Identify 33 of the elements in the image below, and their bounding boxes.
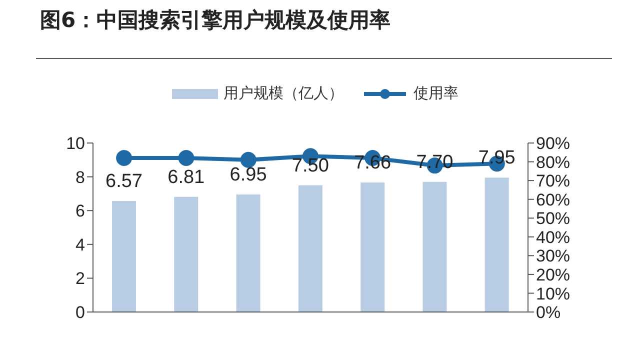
- data-label: 6.81: [168, 166, 205, 188]
- point: [178, 150, 194, 166]
- legend-label: 用户规模（亿人）: [222, 84, 344, 103]
- bar: [298, 185, 322, 312]
- y-tick-label: 4: [76, 235, 85, 254]
- bar: [484, 178, 509, 312]
- point: [116, 150, 132, 166]
- y2-tick-label: 60%: [536, 190, 570, 210]
- y2-tick-label: 30%: [536, 246, 570, 266]
- bar: [174, 196, 198, 312]
- y2-tick-label: 20%: [536, 265, 570, 284]
- y2-tick-label: 90%: [536, 134, 570, 154]
- y2-tick-label: 0%: [536, 303, 561, 322]
- y-tick-label: 10: [66, 134, 85, 154]
- chart-title: 图6：中国搜索引擎用户规模及使用率: [40, 7, 391, 34]
- legend-label: 使用率: [412, 84, 458, 103]
- y-tick-label: 0: [76, 303, 85, 322]
- y2-tick-label: 50%: [536, 209, 570, 228]
- bar: [112, 200, 136, 312]
- data-label: 7.50: [292, 155, 329, 176]
- y-tick-label: 8: [76, 168, 85, 187]
- y-tick-label: 2: [76, 269, 85, 288]
- point: [240, 152, 256, 168]
- bar: [360, 182, 385, 312]
- y2-tick-label: 10%: [536, 284, 570, 304]
- data-label: 6.57: [106, 170, 142, 192]
- y2-tick-label: 80%: [536, 152, 570, 172]
- bar: [236, 194, 260, 312]
- y2-tick-label: 70%: [536, 172, 570, 191]
- y2-tick-label: 40%: [536, 228, 570, 247]
- bar: [422, 182, 447, 312]
- data-label: 6.95: [230, 164, 267, 186]
- y-tick-label: 6: [76, 202, 85, 221]
